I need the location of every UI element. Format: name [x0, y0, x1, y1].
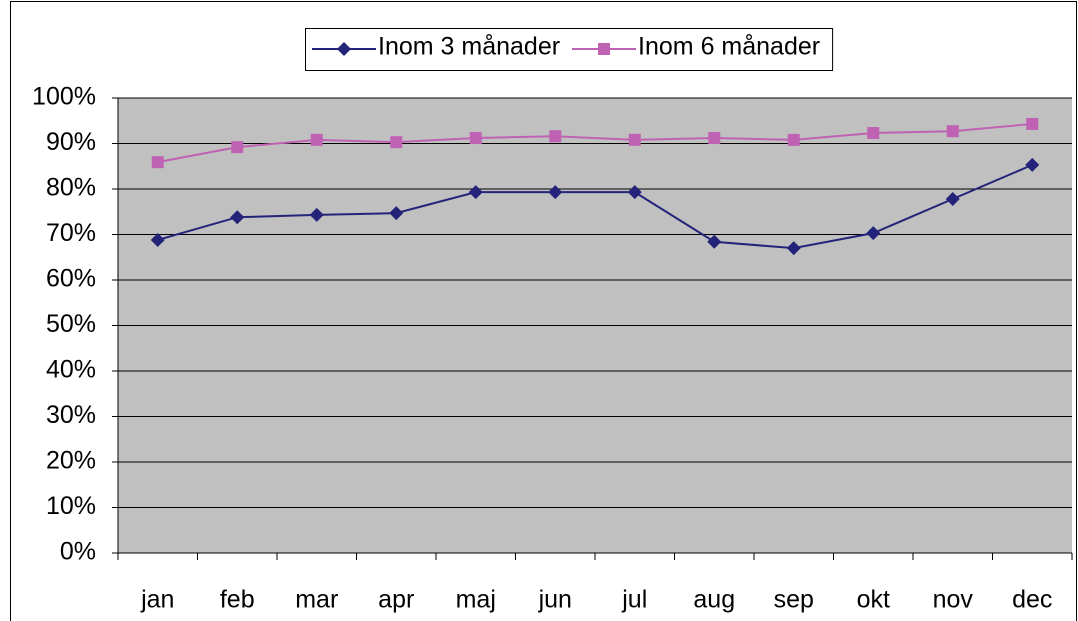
x-tick-label: aug [693, 586, 735, 614]
y-tick-label: 40% [46, 356, 96, 384]
data-point [627, 185, 642, 200]
legend-box [305, 28, 834, 71]
data-point [389, 206, 404, 221]
data-point [150, 232, 165, 247]
x-tick-label: mar [295, 586, 338, 614]
data-point [468, 185, 483, 200]
x-tick-label: sep [774, 586, 814, 614]
data-point [231, 141, 244, 154]
data-point [309, 207, 324, 222]
series-line [157, 163, 1033, 250]
y-tick-label: 0% [60, 538, 96, 566]
data-point [549, 130, 562, 143]
y-tick-label: 50% [46, 310, 96, 338]
series-line [157, 122, 1033, 164]
x-tick-label: dec [1012, 586, 1052, 614]
data-point [708, 132, 721, 145]
legend: Inom 3 månader Inom 6 månader [305, 28, 834, 71]
x-tick-label: okt [857, 586, 890, 614]
y-tick-label: 100% [32, 83, 96, 111]
data-point [787, 133, 800, 146]
y-tick-label: 60% [46, 265, 96, 293]
y-tick-label: 30% [46, 401, 96, 429]
data-point [628, 133, 641, 146]
data-point [946, 125, 959, 138]
y-tick-label: 10% [46, 492, 96, 520]
data-point [151, 156, 164, 169]
legend-marker [598, 43, 611, 55]
x-tick-label: apr [378, 586, 414, 614]
data-point [469, 132, 482, 145]
data-point [1026, 117, 1039, 130]
legend-marker [337, 42, 351, 56]
data-point [548, 185, 563, 200]
x-tick-label: jul [621, 586, 647, 614]
data-point [1025, 157, 1040, 172]
y-tick-label: 90% [46, 128, 96, 156]
y-tick-label: 70% [46, 219, 96, 247]
data-point [707, 234, 722, 249]
x-tick-label: nov [933, 586, 974, 614]
data-point [230, 210, 245, 225]
y-tick-label: 20% [46, 447, 96, 475]
data-point [867, 127, 880, 140]
x-tick-label: jun [538, 586, 572, 614]
legend-label: Inom 3 månader [378, 33, 560, 61]
data-point [310, 133, 323, 146]
x-tick-label: jan [140, 586, 174, 614]
data-point [786, 241, 801, 256]
x-tick-label: maj [456, 586, 496, 614]
y-tick-label: 80% [46, 174, 96, 202]
x-tick-label: feb [220, 586, 255, 614]
data-point [866, 226, 881, 241]
data-point [945, 192, 960, 207]
legend-label: Inom 6 månader [638, 33, 820, 61]
data-point [390, 136, 403, 149]
